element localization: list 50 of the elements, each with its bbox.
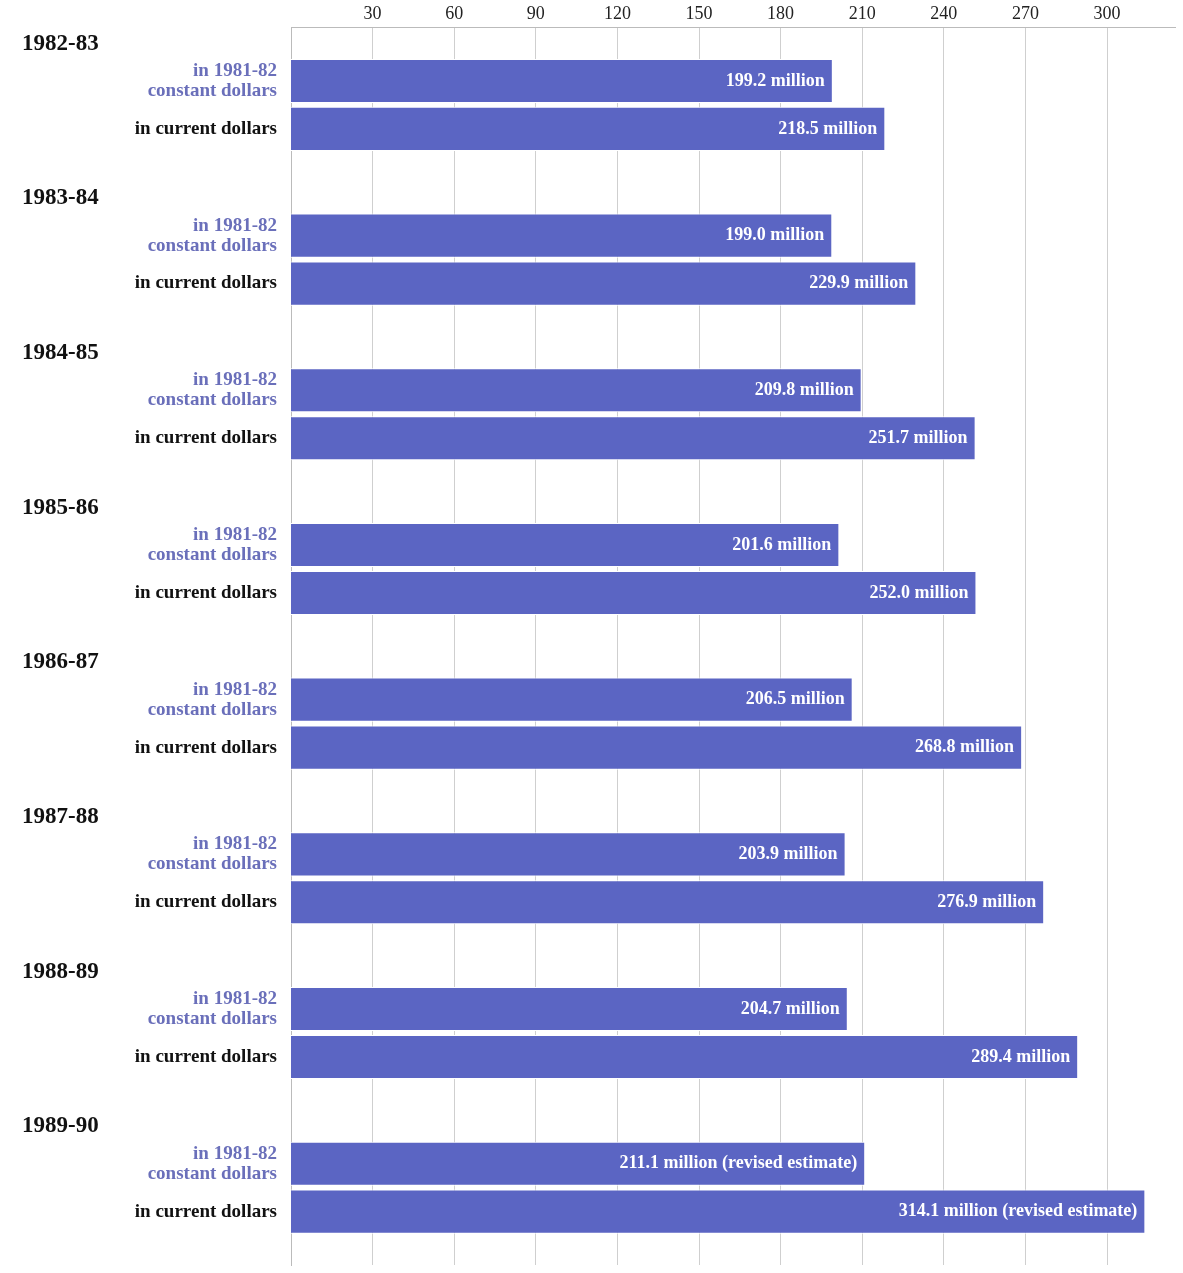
text: in current dollars xyxy=(134,735,277,757)
data-label: 268.8 million xyxy=(915,736,1015,757)
text: in current dollars xyxy=(134,1044,277,1066)
x-tick-label: 240 xyxy=(930,2,958,23)
series-label: in 1981-82 constant dollars xyxy=(147,58,277,100)
y-tick-label: 1984-85 xyxy=(22,338,99,364)
x-tick-label: 210 xyxy=(848,2,876,23)
x-tick-label: 300 xyxy=(1093,2,1121,23)
text: in 1981-82 constant dollars xyxy=(147,986,277,1028)
text: in current dollars xyxy=(134,890,277,912)
data-label: 289.4 million xyxy=(971,1045,1071,1066)
x-tick-label: 120 xyxy=(603,2,631,23)
data-label: 276.9 million xyxy=(937,890,1037,911)
y-tick-label: 1987-88 xyxy=(22,802,99,828)
data-label: 199.2 million xyxy=(725,69,825,90)
data-label: 203.9 million xyxy=(738,842,838,863)
data-label: 251.7 million xyxy=(868,426,968,447)
text: in current dollars xyxy=(134,426,277,448)
data-label: 218.5 million xyxy=(778,117,878,138)
data-label: 314.1 million (revised estimate) xyxy=(898,1200,1138,1222)
y-tick-label: 1985-86 xyxy=(22,493,99,519)
y-tick-label: 1988-89 xyxy=(22,957,99,983)
x-tick-label: 150 xyxy=(685,2,713,23)
series-label: in current dollars xyxy=(134,116,277,138)
data-label: 199.0 million xyxy=(725,224,825,245)
text: in current dollars xyxy=(134,1199,277,1221)
data-label: 209.8 million xyxy=(754,378,854,399)
text: in 1981-82 constant dollars xyxy=(147,832,277,874)
data-label: 229.9 million xyxy=(809,272,909,293)
x-tick-label: 90 xyxy=(526,2,545,23)
data-label: 206.5 million xyxy=(745,688,845,709)
text: in 1981-82 constant dollars xyxy=(147,522,277,564)
text: in 1981-82 constant dollars xyxy=(147,368,277,410)
text: in 1981-82 constant dollars xyxy=(147,1141,277,1183)
y-tick-label: 1982-83 xyxy=(22,29,99,55)
x-tick-label: 180 xyxy=(767,2,795,23)
data-label: 252.0 million xyxy=(869,581,969,602)
text: in current dollars xyxy=(134,271,277,293)
x-tick-label: 30 xyxy=(363,2,382,23)
x-tick-label: 270 xyxy=(1011,2,1039,23)
y-tick-label: 1983-84 xyxy=(22,184,100,210)
x-tick-label: 60 xyxy=(445,2,464,23)
text: in current dollars xyxy=(134,580,277,602)
data-label: 201.6 million xyxy=(732,533,832,554)
y-tick-label: 1989-90 xyxy=(22,1112,99,1138)
data-label: 204.7 million xyxy=(740,997,840,1018)
y-tick-label: 1986-87 xyxy=(22,648,99,674)
text: in 1981-82 constant dollars xyxy=(147,677,277,719)
text: in 1981-82 constant dollars xyxy=(147,213,277,255)
data-label: 211.1 million (revised estimate) xyxy=(619,1152,858,1174)
